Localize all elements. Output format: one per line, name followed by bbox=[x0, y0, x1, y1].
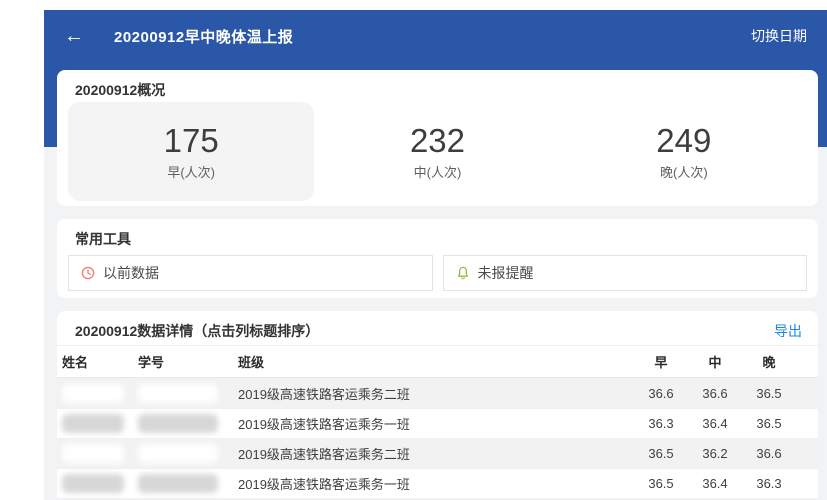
cell-noon: 36.2 bbox=[702, 446, 728, 461]
stat-morning-label: 早(人次) bbox=[167, 164, 215, 180]
stat-noon-label: 中(人次) bbox=[413, 164, 462, 180]
tools-card: 常用工具 以前数据 未报提醒 bbox=[57, 219, 818, 298]
table-row[interactable]: 2019级高速铁路客运乘务二班 36.5 36.2 36.6 bbox=[57, 438, 818, 468]
cell-evening: 36.5 bbox=[756, 385, 782, 401]
overview-card: 20200912概况 175 早(人次) 232 中(人次) 249 晚(人次) bbox=[57, 70, 818, 206]
col-header-morning[interactable]: 早 bbox=[654, 355, 668, 370]
cell-class: 2019级高速铁路客运乘务一班 bbox=[238, 417, 410, 432]
stat-evening-value: 249 bbox=[656, 122, 712, 160]
col-header-class[interactable]: 班级 bbox=[238, 355, 265, 370]
cell-class: 2019级高速铁路客运乘务二班 bbox=[238, 386, 410, 402]
cell-evening: 36.5 bbox=[756, 416, 782, 431]
cell-noon: 36.4 bbox=[702, 476, 728, 491]
redacted-student-id bbox=[138, 383, 218, 403]
cell-class: 2019级高速铁路客运乘务二班 bbox=[238, 447, 410, 462]
previous-data-label: 以前数据 bbox=[103, 265, 159, 281]
details-header: 20200912数据详情（点击列标题排序） 导出 bbox=[57, 311, 818, 341]
stat-morning-value: 175 bbox=[163, 122, 219, 160]
unreported-reminder-button[interactable]: 未报提醒 bbox=[442, 255, 807, 291]
titlebar: ← 20200912早中晚体温上报 切换日期 bbox=[44, 10, 827, 62]
redacted-name bbox=[62, 414, 124, 433]
stat-morning[interactable]: 175 早(人次) bbox=[68, 102, 315, 201]
stat-noon[interactable]: 232 中(人次) bbox=[314, 102, 560, 201]
cell-noon: 36.6 bbox=[702, 385, 728, 401]
tools-row: 以前数据 未报提醒 bbox=[68, 255, 807, 291]
cell-evening: 36.3 bbox=[756, 476, 782, 491]
redacted-student-id bbox=[138, 414, 218, 433]
col-header-name[interactable]: 姓名 bbox=[62, 355, 89, 370]
redacted-student-id bbox=[138, 444, 218, 463]
cell-morning: 36.6 bbox=[648, 385, 674, 401]
col-header-noon[interactable]: 中 bbox=[708, 355, 722, 370]
cell-morning: 36.5 bbox=[648, 446, 674, 461]
bell-icon bbox=[456, 266, 470, 280]
stat-evening[interactable]: 249 晚(人次) bbox=[561, 102, 807, 201]
col-header-student-id[interactable]: 学号 bbox=[138, 355, 165, 370]
cell-morning: 36.3 bbox=[648, 416, 674, 431]
table-row[interactable]: 2019级高速铁路客运乘务一班 36.5 36.4 36.3 bbox=[57, 468, 818, 498]
cell-noon: 36.4 bbox=[702, 416, 728, 431]
stat-noon-value: 232 bbox=[409, 122, 466, 160]
stat-evening-label: 晚(人次) bbox=[659, 164, 708, 180]
redacted-name bbox=[62, 474, 124, 493]
cell-class: 2019级高速铁路客运乘务一班 bbox=[238, 477, 410, 492]
switch-date-button[interactable]: 切换日期 bbox=[751, 28, 807, 44]
back-arrow-icon[interactable]: ← bbox=[64, 25, 84, 47]
stats-row: 175 早(人次) 232 中(人次) 249 晚(人次) bbox=[68, 102, 807, 201]
redacted-name bbox=[62, 383, 124, 403]
redacted-name bbox=[62, 444, 124, 463]
table-row[interactable]: 2019级高速铁路客运乘务二班 36.6 36.6 36.5 bbox=[57, 378, 818, 408]
previous-data-button[interactable]: 以前数据 bbox=[68, 255, 433, 291]
details-title: 20200912数据详情（点击列标题排序） bbox=[75, 323, 320, 339]
clock-icon bbox=[81, 266, 95, 280]
redacted-student-id bbox=[138, 474, 218, 493]
overview-title: 20200912概况 bbox=[75, 82, 166, 98]
table-header-row: 姓名 学号 班级 早 中 晚 bbox=[57, 345, 818, 378]
tools-title: 常用工具 bbox=[75, 231, 131, 247]
cell-morning: 36.5 bbox=[648, 476, 674, 491]
col-header-evening[interactable]: 晚 bbox=[762, 355, 776, 370]
table-row-partial bbox=[57, 498, 818, 500]
unreported-reminder-label: 未报提醒 bbox=[477, 265, 534, 281]
table-row[interactable]: 2019级高速铁路客运乘务一班 36.3 36.4 36.5 bbox=[57, 408, 818, 438]
details-table: 姓名 学号 班级 早 中 晚 2019级高速铁路客运乘务二班 36.6 36.6… bbox=[57, 345, 818, 500]
cell-evening: 36.6 bbox=[756, 446, 782, 461]
details-card: 20200912数据详情（点击列标题排序） 导出 姓名 学号 班级 早 中 晚 … bbox=[57, 311, 818, 500]
page-title: 20200912早中晚体温上报 bbox=[114, 28, 294, 46]
export-link[interactable]: 导出 bbox=[774, 323, 802, 339]
